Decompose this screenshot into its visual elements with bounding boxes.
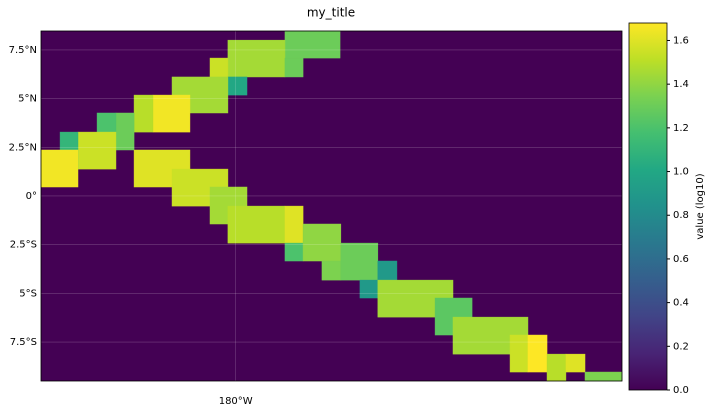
grid-cell bbox=[340, 242, 379, 281]
map-background bbox=[41, 31, 622, 381]
colorbar-tick-label: 0.8 bbox=[673, 210, 689, 221]
grid-cell bbox=[546, 353, 567, 382]
grid-cell bbox=[584, 371, 623, 382]
colorbar-tick-label: 1.4 bbox=[673, 79, 689, 90]
grid-cell bbox=[509, 334, 529, 373]
colorbar bbox=[628, 22, 668, 391]
grid-cell bbox=[284, 242, 304, 262]
colorbar-tick-label: 0.0 bbox=[673, 385, 689, 396]
grid-cell bbox=[302, 223, 342, 262]
grid-cell bbox=[284, 30, 341, 59]
colorbar-tick-label: 0.6 bbox=[673, 254, 689, 265]
colorbar-label: value (log10) bbox=[695, 173, 706, 239]
grid-cell bbox=[377, 260, 398, 281]
grid-cell bbox=[284, 57, 304, 78]
grid-cell bbox=[40, 149, 79, 188]
chart-title: my_title bbox=[307, 6, 355, 20]
grid-cell bbox=[227, 39, 286, 78]
y-tick-label: 5°N bbox=[18, 94, 37, 105]
colorbar-tick-label: 0.2 bbox=[673, 341, 689, 352]
colorbar-tick-label: 1.2 bbox=[673, 123, 689, 134]
grid-cell bbox=[321, 260, 342, 281]
grid-cell bbox=[227, 76, 248, 96]
x-tick-label: 180°W bbox=[219, 396, 253, 407]
y-tick-label: 5°S bbox=[19, 288, 37, 299]
grid-cell bbox=[152, 94, 191, 133]
y-tick-label: 7.5°S bbox=[10, 337, 37, 348]
grid-cell bbox=[77, 131, 117, 170]
grid-cell bbox=[284, 205, 304, 244]
grid-cell bbox=[527, 334, 548, 373]
grid-cell bbox=[133, 94, 154, 133]
grid-cell bbox=[565, 353, 586, 373]
grid-cell bbox=[227, 205, 286, 244]
colorbar-tick-label: 1.6 bbox=[673, 35, 689, 46]
grid-cell bbox=[115, 112, 135, 151]
y-tick-label: 2.5°N bbox=[9, 142, 37, 153]
colorbar-tick-label: 0.4 bbox=[673, 298, 689, 309]
y-tick-label: 2.5°S bbox=[10, 240, 37, 251]
y-tick-label: 7.5°N bbox=[9, 45, 37, 56]
map-frame bbox=[40, 30, 623, 382]
colorbar-tick-label: 1.0 bbox=[673, 167, 689, 178]
y-tick-label: 0° bbox=[26, 191, 37, 202]
